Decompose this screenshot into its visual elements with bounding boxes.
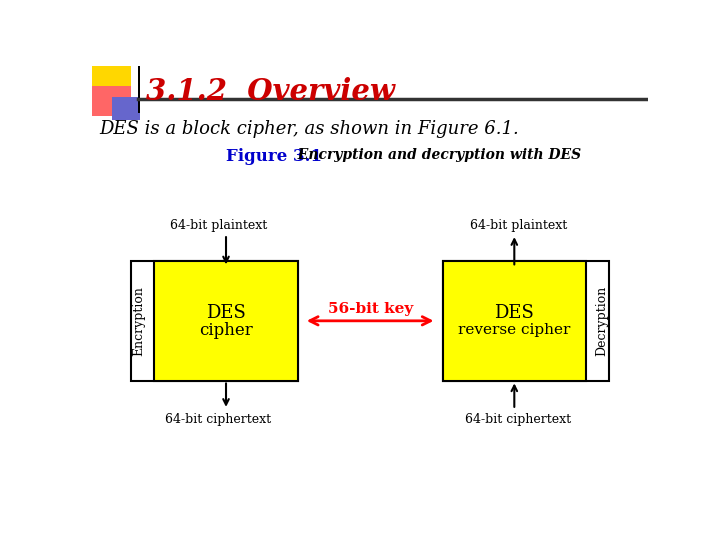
Text: cipher: cipher [199, 321, 253, 339]
Text: Encryption: Encryption [132, 286, 145, 356]
Text: 64-bit plaintext: 64-bit plaintext [170, 219, 267, 232]
Bar [138, 66, 140, 112]
Bar [92, 66, 131, 99]
Bar [443, 261, 609, 381]
Text: DES: DES [206, 304, 246, 322]
Bar [443, 261, 586, 381]
Text: DES: DES [495, 304, 534, 322]
Text: Decryption: Decryption [595, 286, 608, 356]
Text: 3.1.2  Overview: 3.1.2 Overview [145, 77, 395, 106]
Text: 64-bit ciphertext: 64-bit ciphertext [465, 413, 571, 426]
Text: reverse cipher: reverse cipher [458, 323, 570, 337]
Text: 64-bit ciphertext: 64-bit ciphertext [165, 413, 271, 426]
Text: Figure 3.1: Figure 3.1 [225, 148, 322, 165]
Bar [154, 261, 297, 381]
Text: Encryption and decryption with DES: Encryption and decryption with DES [287, 148, 581, 162]
Bar [92, 86, 131, 116]
Bar [131, 261, 297, 381]
Text: 64-bit plaintext: 64-bit plaintext [469, 219, 567, 232]
Text: DES is a block cipher, as shown in Figure 6.1.: DES is a block cipher, as shown in Figur… [99, 120, 519, 138]
Text: 56-bit key: 56-bit key [328, 302, 413, 316]
Bar [112, 97, 140, 120]
